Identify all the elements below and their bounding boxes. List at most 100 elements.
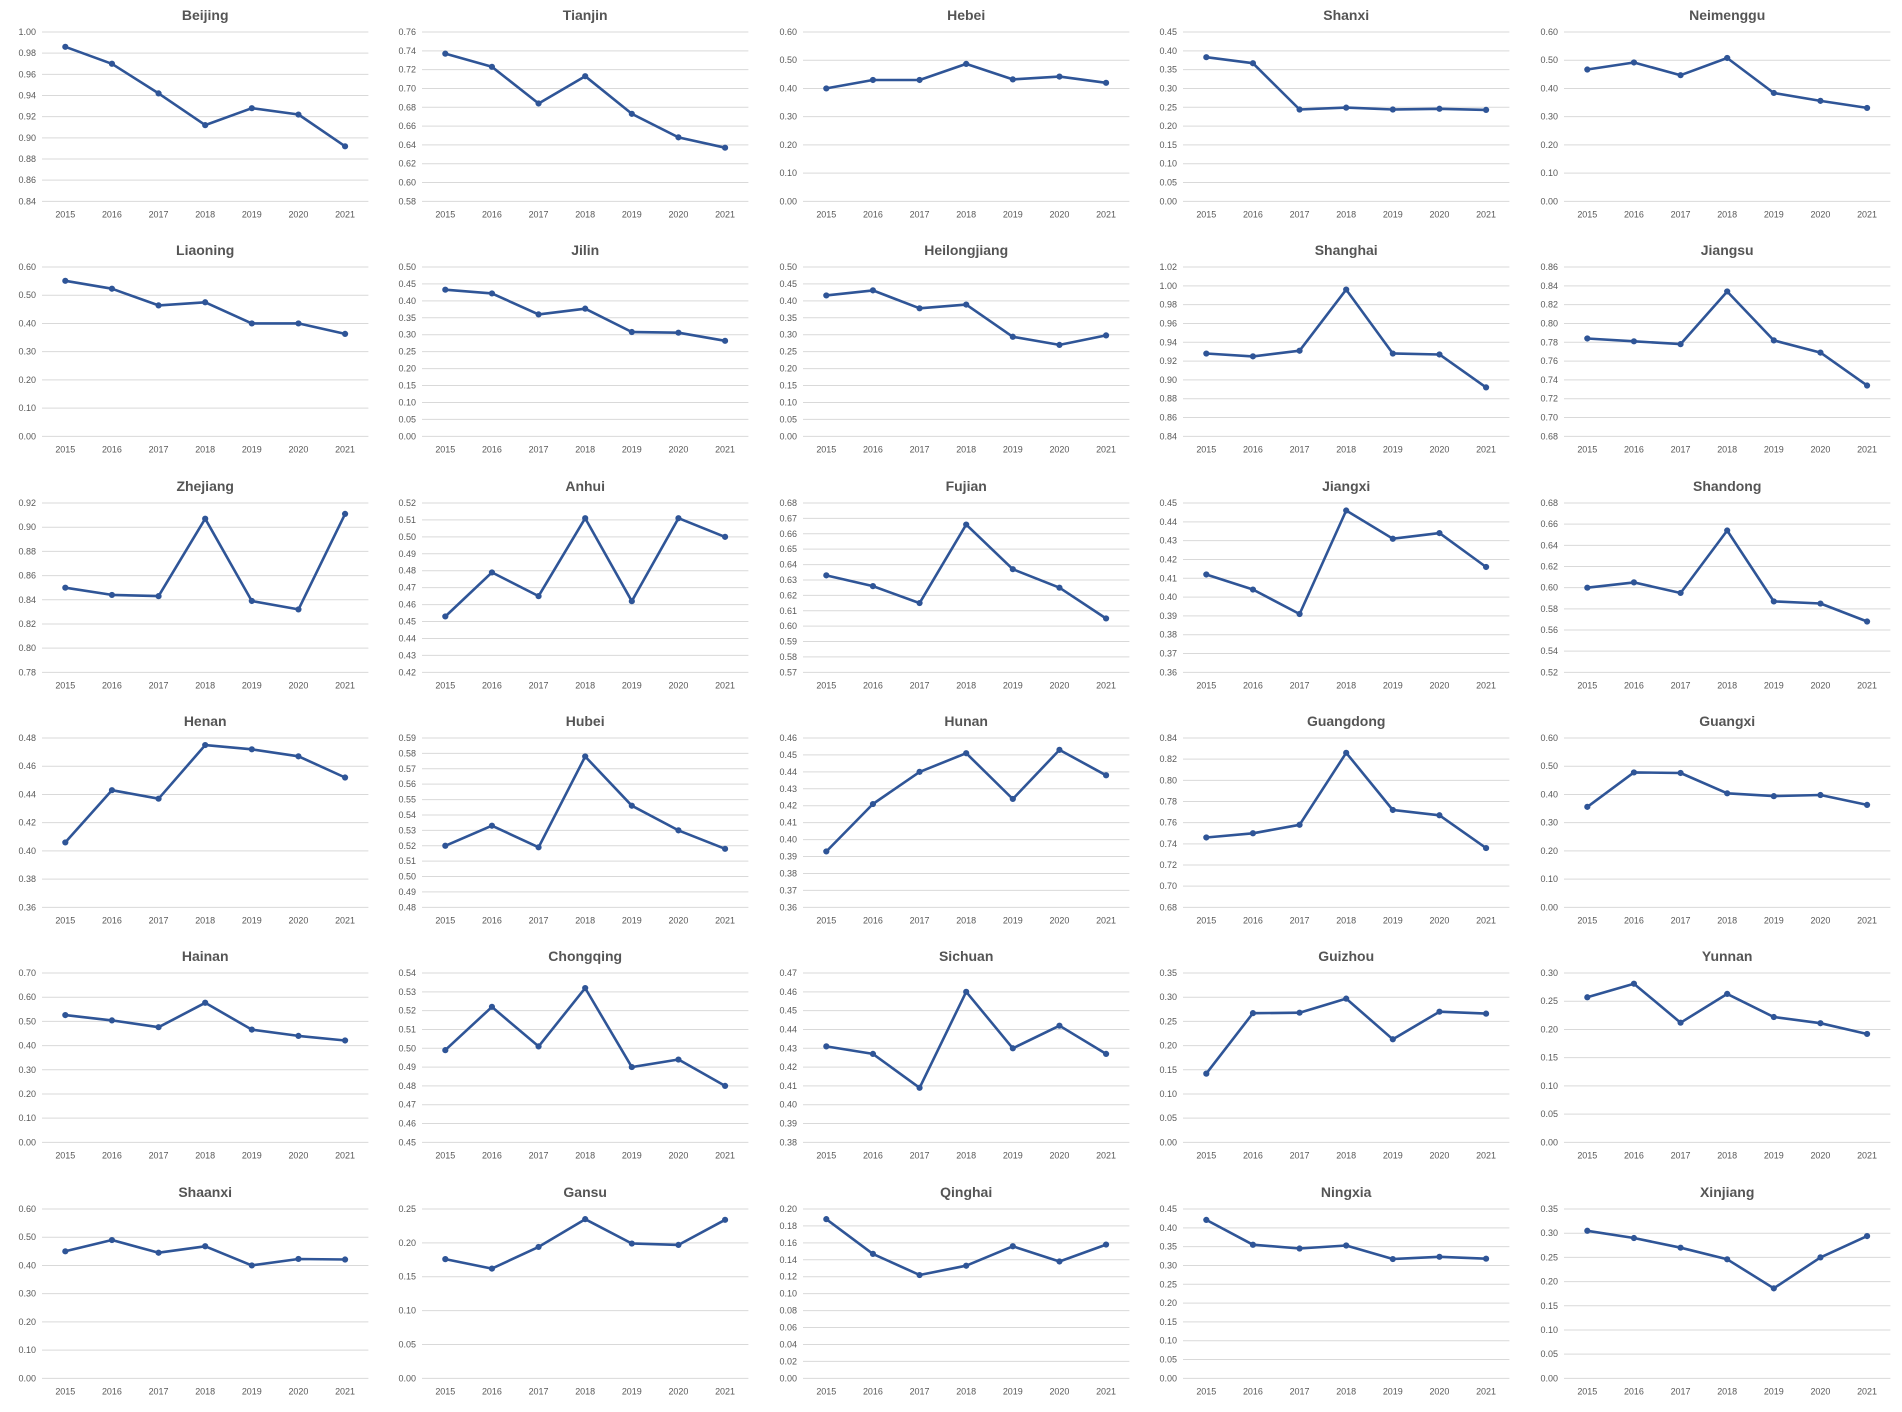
chart-title: Shandong	[1693, 478, 1761, 494]
x-tick-label: 2016	[102, 915, 122, 925]
y-tick-label: 0.00	[1540, 902, 1558, 912]
y-tick-label: 0.25	[1160, 1279, 1178, 1289]
chart-panel-tianjin: Tianjin 0.58 0.60 0.62 0.64 0.66 0.68 0.70 0.72 0…	[380, 0, 760, 235]
x-tick-label: 2019	[242, 680, 262, 690]
line-chart: Beijing 0.84 0.86 0.88 0.90 0.92 0.94 0.96 0.98 1…	[18, 7, 369, 219]
y-tick-label: 0.66	[779, 528, 797, 538]
x-tick-label: 2021	[335, 1151, 355, 1161]
y-tick-label: 0.48	[399, 1081, 417, 1091]
line-chart: Shanxi 0.00 0.05 0.10 0.15 0.20 0.25 0.30 0.35 0.…	[1160, 7, 1510, 219]
y-tick-label: 0.70	[399, 83, 417, 93]
y-tick-label: 0.38	[779, 868, 797, 878]
data-point	[248, 320, 255, 327]
data-point	[489, 822, 496, 829]
y-tick-label: 0.78	[1160, 796, 1178, 806]
y-tick-label: 0.15	[1160, 1065, 1178, 1075]
y-tick-label: 0.52	[399, 841, 417, 851]
x-tick-label: 2017	[149, 1386, 169, 1396]
data-point	[62, 278, 69, 285]
y-tick-label: 0.68	[779, 498, 797, 508]
y-tick-label: 0.39	[1160, 611, 1178, 621]
chart-panel-qinghai: Qinghai 0.00 0.02 0.04 0.06 0.08 0.10 0.12 0.14 0…	[761, 1177, 1141, 1412]
series-line	[825, 522, 1107, 620]
y-tick-label: 0.70	[1160, 881, 1178, 891]
data-point	[442, 286, 449, 294]
data-point	[1723, 288, 1730, 295]
chart-title: Jiangsu	[1700, 242, 1753, 258]
y-tick-label: 0.40	[779, 83, 797, 93]
chart-panel-hubei: Hubei 0.48 0.49 0.50 0.51 0.52 0.53 0.54 0.55 0.5…	[380, 706, 760, 941]
data-point	[722, 533, 729, 540]
y-tick-label: 0.94	[18, 90, 36, 100]
y-tick-label: 0.37	[1160, 648, 1178, 658]
data-point	[1009, 795, 1016, 803]
chart-panel-jiangsu: Jiangsu 0.68 0.70 0.72 0.74 0.76 0.78 0.80 0.82 0…	[1522, 235, 1902, 470]
x-tick-label: 2015	[1197, 1151, 1217, 1161]
data-point	[1343, 104, 1350, 111]
data-point	[535, 311, 543, 318]
y-tick-label: 0.88	[18, 546, 36, 556]
y-tick-label: 0.30	[18, 1288, 36, 1298]
data-point	[1816, 349, 1824, 357]
y-tick-label: 0.05	[1160, 1354, 1178, 1364]
x-tick-label: 2016	[863, 209, 883, 219]
x-tick-label: 2015	[436, 915, 456, 925]
y-tick-label: 0.66	[1540, 519, 1558, 529]
line-chart: Hainan 0.00 0.10 0.20 0.30 0.40 0.50 0.60 0.70 20…	[18, 948, 369, 1161]
y-tick-label: 0.15	[779, 381, 797, 391]
y-tick-label: 0.30	[1160, 1260, 1178, 1270]
y-tick-label: 0.44	[18, 789, 36, 799]
x-tick-label: 2020	[1810, 209, 1830, 219]
x-tick-label: 2018	[956, 915, 976, 925]
x-tick-label: 2018	[195, 915, 215, 925]
data-point	[1102, 772, 1109, 779]
chart-title: Fujian	[945, 478, 986, 494]
x-tick-label: 2019	[1003, 209, 1023, 219]
data-point	[1677, 1019, 1684, 1027]
y-tick-label: 0.76	[1540, 356, 1558, 366]
y-tick-label: 0.52	[399, 498, 417, 508]
x-tick-label: 2021	[715, 915, 735, 925]
chart-title: Jilin	[572, 242, 600, 258]
data-point	[1677, 72, 1684, 79]
data-point	[1770, 597, 1777, 605]
data-point	[1483, 384, 1490, 391]
y-tick-label: 0.68	[1160, 902, 1178, 912]
x-tick-label: 2016	[102, 680, 122, 690]
y-tick-label: 0.78	[18, 667, 36, 677]
x-tick-label: 2015	[1197, 445, 1217, 455]
data-point	[1863, 1031, 1870, 1038]
y-tick-label: 0.20	[1540, 1276, 1558, 1286]
y-tick-label: 0.10	[1540, 1081, 1558, 1091]
y-tick-label: 0.36	[18, 902, 36, 912]
y-tick-label: 0.00	[1540, 1138, 1558, 1148]
y-tick-label: 0.00	[1540, 196, 1558, 206]
data-point	[535, 592, 543, 599]
y-tick-label: 0.30	[1540, 1228, 1558, 1238]
y-tick-label: 0.40	[779, 296, 797, 306]
y-tick-label: 0.50	[1540, 761, 1558, 771]
x-tick-label: 2018	[1336, 1151, 1356, 1161]
x-tick-label: 2019	[242, 915, 262, 925]
y-tick-label: 0.35	[1160, 968, 1178, 978]
y-tick-label: 0.53	[399, 825, 417, 835]
data-point	[1056, 1258, 1063, 1265]
data-point	[1296, 1245, 1303, 1252]
x-tick-label: 2016	[482, 209, 502, 219]
x-tick-label: 2021	[1476, 1151, 1496, 1161]
line-chart: Guizhou 0.00 0.05 0.10 0.15 0.20 0.25 0.30 0.35 2…	[1160, 948, 1510, 1161]
data-point	[1816, 1020, 1824, 1027]
chart-title: Shanxi	[1323, 7, 1369, 23]
data-point	[1816, 600, 1824, 607]
data-point	[442, 50, 449, 57]
data-point	[1296, 347, 1303, 355]
x-tick-label: 2015	[55, 209, 75, 219]
x-tick-label: 2019	[242, 1151, 262, 1161]
y-tick-label: 0.98	[1160, 300, 1178, 310]
data-point	[722, 1216, 729, 1223]
data-point	[1583, 1227, 1591, 1234]
line-chart: Chongqing 0.45 0.46 0.47 0.48 0.49 0.50 0.51 0.5…	[399, 948, 749, 1161]
x-tick-label: 2019	[1383, 915, 1403, 925]
data-point	[1770, 1284, 1777, 1292]
